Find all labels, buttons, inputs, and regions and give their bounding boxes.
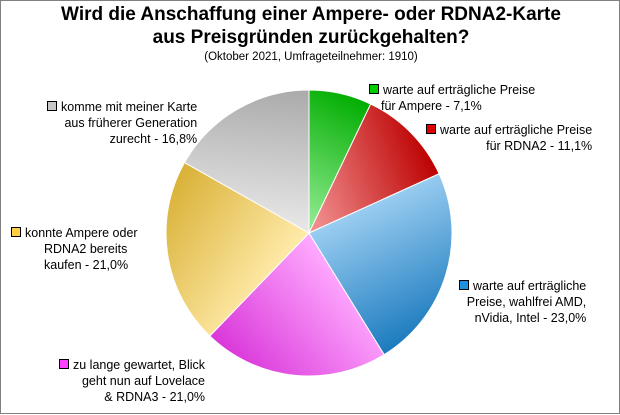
slice-swatch-gekauft (11, 227, 21, 237)
chart-title-line-2: aus Preisgründen zurückgehalten? (152, 27, 470, 48)
slice-label-frueher: komme mit meiner Karte aus früherer Gene… (47, 99, 197, 147)
slice-label-gekauft: konnte Ampere oder RDNA2 bereits kaufen … (11, 225, 138, 273)
chart-subtitle: (Oktober 2021, Umfrageteilnehmer: 1910) (204, 51, 418, 63)
chart-title-line-1: Wird die Anschaffung einer Ampere- oder … (61, 4, 561, 25)
slice-label-rdna2: warte auf erträgliche Preise für RDNA2 -… (426, 122, 592, 154)
slice-swatch-rdna2 (426, 124, 436, 134)
slice-label-lovelace: zu lange gewartet, Blick geht nun auf Lo… (59, 357, 205, 405)
pie-slice-lovelace (209, 232, 385, 377)
slice-label-wahlfrei: warte auf erträgliche Preise, wahlfrei A… (459, 278, 586, 326)
pie-slice-frueher (183, 89, 310, 234)
slice-swatch-ampere (369, 84, 379, 94)
slice-swatch-wahlfrei (459, 280, 469, 290)
pie-slice-wahlfrei (308, 173, 453, 356)
pie-slice-gekauft (165, 161, 310, 337)
slice-swatch-lovelace (59, 359, 69, 369)
pie-slice-rdna2 (307, 103, 440, 235)
slice-label-ampere: warte auf erträgliche Preise für Ampere … (369, 82, 535, 114)
slice-swatch-frueher (47, 101, 57, 111)
